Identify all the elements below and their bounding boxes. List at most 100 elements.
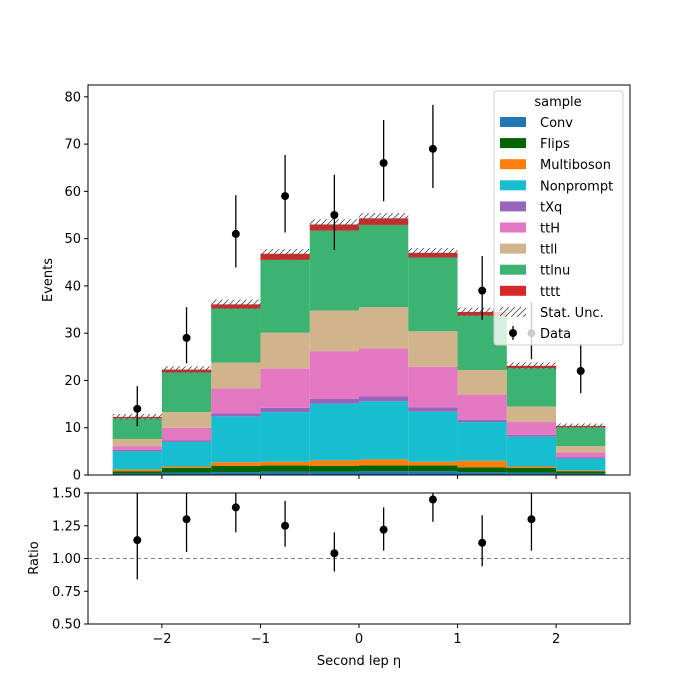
bar-flips-bin-5 [359,465,409,472]
bar-flips-bin-7 [457,467,507,473]
x-axis-label: Second lep η [317,654,401,669]
ratio-point-7 [478,538,487,547]
legend-label-nonprompt: Nonprompt [540,179,613,194]
legend-label-flips: Flips [540,137,570,152]
bar-ttlnu-bin-2 [211,308,261,363]
data-point-9 [576,367,585,375]
bar-flips-bin-9 [556,471,606,474]
bar-ttll-bin-5 [359,307,409,349]
stat-unc-band-bin-9 [556,423,606,429]
bar-nonprompt-bin-0 [112,451,162,470]
bar-tth-bin-5 [359,348,409,397]
ratio-y-tick-label-0-50: 0.50 [52,618,81,633]
legend-swatch-tth [500,222,526,233]
x-tick-label-1: −1 [251,632,270,647]
bar-conv-bin-2 [211,472,261,475]
bar-nonprompt-bin-1 [161,441,212,467]
bar-txq-bin-6 [408,407,458,412]
data-point-7 [478,286,487,295]
bar-flips-bin-6 [408,465,458,472]
ratio-point-4 [330,549,339,558]
bar-conv-bin-0 [112,473,162,475]
ratio-plot-frame [87,492,631,625]
bar-tth-bin-9 [556,452,606,458]
bar-flips-bin-4 [309,466,359,472]
bar-ttll-bin-4 [309,310,359,352]
bar-txq-bin-1 [161,440,212,442]
legend-frame [493,90,624,346]
data-point-2 [231,229,240,238]
bar-txq-bin-2 [211,413,261,417]
bar-ttlnu-bin-8 [506,368,557,407]
legend-label-stat-unc: Stat. Unc. [540,306,604,321]
bar-ttlnu-bin-3 [260,259,310,333]
bar-conv-bin-4 [309,471,359,475]
data-point-6 [428,144,437,153]
bar-conv-bin-3 [260,471,310,475]
bar-conv-bin-6 [408,471,458,475]
bar-multiboson-bin-2 [211,462,261,467]
bar-multiboson-bin-6 [408,461,458,466]
ratio-point-1 [182,515,191,524]
data-point-5 [379,159,388,167]
bar-nonprompt-bin-4 [309,403,359,461]
legend-label-txq: tXq [540,200,562,215]
bar-txq-bin-4 [309,398,359,404]
stat-unc-band-bin-8 [506,362,557,370]
bar-ttll-bin-3 [260,332,310,369]
bar-multiboson-bin-4 [309,460,359,467]
bar-conv-bin-1 [161,472,212,475]
x-tick-label-4: 2 [552,632,560,647]
bar-flips-bin-2 [211,466,261,473]
main-y-tick-label-40: 40 [64,279,81,294]
bar-ttll-bin-2 [211,362,261,389]
x-tick-label-3: 1 [453,632,461,647]
ratio-y-axis-label: Ratio [27,541,42,574]
ratio-point-8 [527,515,536,524]
legend-swatch-txq [500,201,526,212]
bar-conv-bin-7 [457,472,507,475]
ratio-point-2 [231,503,240,512]
main-y-tick-label-20: 20 [64,374,81,389]
bar-tth-bin-0 [112,446,162,450]
main-y-tick-label-0: 0 [73,469,81,484]
ratio-y-tick-label-0-75: 0.75 [52,585,81,600]
ratio-y-tick-label-1-00: 1.00 [52,552,81,567]
bar-txq-bin-7 [457,419,507,423]
bar-tth-bin-7 [457,394,507,420]
bar-tth-bin-6 [408,366,458,408]
bar-ttlnu-bin-9 [556,427,606,447]
data-point-3 [281,192,290,201]
legend-swatch-flips [500,138,526,149]
bar-ttll-bin-0 [112,439,162,447]
bar-nonprompt-bin-7 [457,422,507,461]
legend-label-tttt: tttt [540,285,560,300]
data-point-4 [330,211,339,219]
legend-label-conv: Conv [540,116,573,131]
bar-tth-bin-1 [161,427,212,441]
main-y-tick-label-80: 80 [64,90,81,105]
bar-flips-bin-0 [112,471,162,474]
legend-label-multiboson: Multiboson [540,158,611,173]
stat-unc-band-bin-3 [260,249,310,259]
ratio-point-6 [428,495,437,504]
bar-tth-bin-3 [260,368,310,408]
bar-ttll-bin-1 [161,412,212,428]
bar-txq-bin-5 [359,396,409,402]
bar-flips-bin-3 [260,465,310,472]
ratio-plot: 0.50 0.75 1.00 1.25 1.50 −2 −1 0 1 2 Ratio Second… [27,487,631,669]
bar-nonprompt-bin-3 [260,412,310,462]
legend-swatch-nonprompt [500,180,526,191]
legend-swatch-ttlnu [500,264,526,275]
bar-multiboson-bin-9 [556,470,606,472]
bar-conv-bin-5 [359,471,409,475]
bar-multiboson-bin-1 [161,466,212,468]
bar-multiboson-bin-5 [359,459,409,466]
legend-swatch-conv [500,117,526,127]
legend-title: sample [534,95,581,110]
bar-multiboson-bin-8 [506,466,557,468]
bar-txq-bin-9 [556,457,606,459]
bar-ttll-bin-7 [457,370,507,395]
bar-nonprompt-bin-5 [359,401,409,460]
